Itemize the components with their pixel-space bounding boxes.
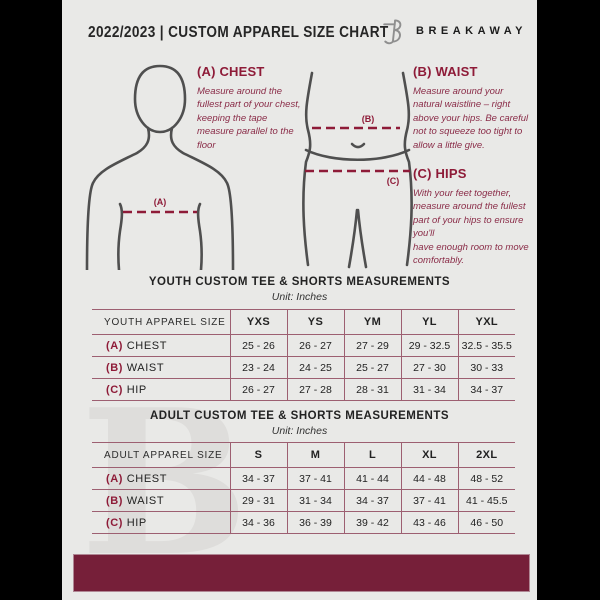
- cell-value: 34 - 37: [457, 378, 515, 401]
- column-header: S: [229, 442, 287, 468]
- row-label: (A) CHEST: [92, 467, 230, 490]
- cell-value: 36 - 39: [286, 511, 344, 534]
- column-header: 2XL: [457, 442, 515, 468]
- brand-block: BREAKAWAY: [382, 17, 527, 45]
- table-row: (A) CHEST 34 - 37 37 - 41 41 - 44 44 - 4…: [92, 467, 515, 490]
- cell-value: 25 - 26: [229, 334, 287, 357]
- row-label: (A) CHEST: [92, 334, 230, 357]
- cell-value: 27 - 28: [286, 378, 344, 401]
- cell-value: 24 - 25: [286, 356, 344, 379]
- breakaway-logo-icon: [383, 19, 402, 45]
- row-prefix: (B): [106, 494, 124, 507]
- table-row: (B) WAIST 29 - 31 31 - 34 34 - 37 37 - 4…: [92, 489, 515, 512]
- cell-value: 28 - 31: [343, 378, 401, 401]
- waist-instructions: Measure around your natural waistline – …: [413, 86, 529, 151]
- cell-value: 44 - 48: [400, 467, 458, 490]
- cell-value: 41 - 44: [343, 467, 401, 490]
- column-header: YXL: [457, 309, 515, 335]
- cell-value: 31 - 34: [400, 378, 458, 401]
- table-row: (A) CHEST 25 - 26 26 - 27 27 - 29 29 - 3…: [92, 334, 515, 357]
- cell-value: 37 - 41: [400, 489, 458, 512]
- cell-value: 43 - 46: [400, 511, 458, 534]
- row-prefix: (A): [106, 472, 124, 485]
- cell-value: 46 - 50: [457, 511, 515, 534]
- cell-value: 26 - 27: [229, 378, 287, 401]
- column-header: YS: [286, 309, 344, 335]
- table-header-row: YOUTH APPAREL SIZE YXS YS YM YL YXL: [92, 309, 515, 335]
- cell-value: 23 - 24: [229, 356, 287, 379]
- footer-bar: [73, 554, 530, 592]
- column-header: XL: [400, 442, 458, 468]
- cell-value: 31 - 34: [286, 489, 344, 512]
- hips-marker-label: (C): [387, 176, 400, 186]
- cell-value: 27 - 30: [400, 356, 458, 379]
- table-row: (B) WAIST 23 - 24 24 - 25 25 - 27 27 - 3…: [92, 356, 515, 379]
- cell-value: 41 - 45.5: [457, 489, 515, 512]
- row-prefix: (B): [106, 361, 124, 374]
- hips-instructions: With your feet together, measure around …: [413, 188, 529, 267]
- cell-value: 34 - 37: [343, 489, 401, 512]
- cell-value: 30 - 33: [457, 356, 515, 379]
- brand-name: BREAKAWAY: [416, 25, 527, 37]
- chest-instructions: Measure around the fullest part of your …: [197, 86, 301, 151]
- row-prefix: (C): [106, 383, 124, 396]
- row-prefix: (A): [106, 339, 124, 352]
- row-name: HIP: [126, 383, 147, 396]
- row-label: (C) HIP: [92, 511, 230, 534]
- row-name: CHEST: [126, 339, 168, 352]
- size-chart-document: 2022/2023 | CUSTOM APPAREL SIZE CHART BR…: [62, 0, 537, 600]
- table-row: (C) HIP 26 - 27 27 - 28 28 - 31 31 - 34 …: [92, 378, 515, 401]
- cell-value: 37 - 41: [286, 467, 344, 490]
- row-name: CHEST: [126, 472, 168, 485]
- chest-heading: (A) CHEST: [197, 64, 265, 79]
- cell-value: 26 - 27: [286, 334, 344, 357]
- adult-size-table: ADULT APPAREL SIZE S M L XL 2XL (A) CHES…: [92, 442, 515, 534]
- cell-value: 48 - 52: [457, 467, 515, 490]
- cell-value: 25 - 27: [343, 356, 401, 379]
- column-header: ADULT APPAREL SIZE: [92, 442, 230, 468]
- row-name: WAIST: [126, 361, 165, 374]
- column-header: YM: [343, 309, 401, 335]
- column-header: L: [343, 442, 401, 468]
- row-label: (B) WAIST: [92, 356, 230, 379]
- youth-table-title: YOUTH CUSTOM TEE & SHORTS MEASUREMENTS: [148, 276, 451, 288]
- row-label: (B) WAIST: [92, 489, 230, 512]
- row-label: (C) HIP: [92, 378, 230, 401]
- cell-value: 29 - 31: [229, 489, 287, 512]
- hips-heading: (C) HIPS: [413, 166, 467, 181]
- waist-heading: (B) WAIST: [413, 64, 478, 79]
- cell-value: 29 - 32.5: [400, 334, 458, 357]
- adult-table-title: ADULT CUSTOM TEE & SHORTS MEASUREMENTS: [149, 410, 450, 422]
- cell-value: 32.5 - 35.5: [457, 334, 515, 357]
- cell-value: 34 - 37: [229, 467, 287, 490]
- cell-value: 34 - 36: [229, 511, 287, 534]
- cell-value: 27 - 29: [343, 334, 401, 357]
- table-row: (C) HIP 34 - 36 36 - 39 39 - 42 43 - 46 …: [92, 511, 515, 534]
- adult-table-unit: Unit: Inches: [271, 425, 328, 437]
- cell-value: 39 - 42: [343, 511, 401, 534]
- page-title: 2022/2023 | CUSTOM APPAREL SIZE CHART: [88, 24, 389, 41]
- youth-table-unit: Unit: Inches: [271, 291, 328, 303]
- lower-body-diagram: (B) (C): [302, 71, 413, 269]
- row-prefix: (C): [106, 516, 124, 529]
- column-header: YOUTH APPAREL SIZE: [92, 309, 230, 335]
- upper-body-diagram: (A): [85, 64, 235, 270]
- column-header: YXS: [229, 309, 287, 335]
- youth-size-table: YOUTH APPAREL SIZE YXS YS YM YL YXL (A) …: [92, 309, 515, 401]
- waist-marker-label: (B): [362, 114, 375, 124]
- row-name: WAIST: [126, 494, 165, 507]
- chest-marker-label: (A): [154, 197, 167, 207]
- column-header: YL: [400, 309, 458, 335]
- row-name: HIP: [126, 516, 147, 529]
- table-header-row: ADULT APPAREL SIZE S M L XL 2XL: [92, 442, 515, 468]
- column-header: M: [286, 442, 344, 468]
